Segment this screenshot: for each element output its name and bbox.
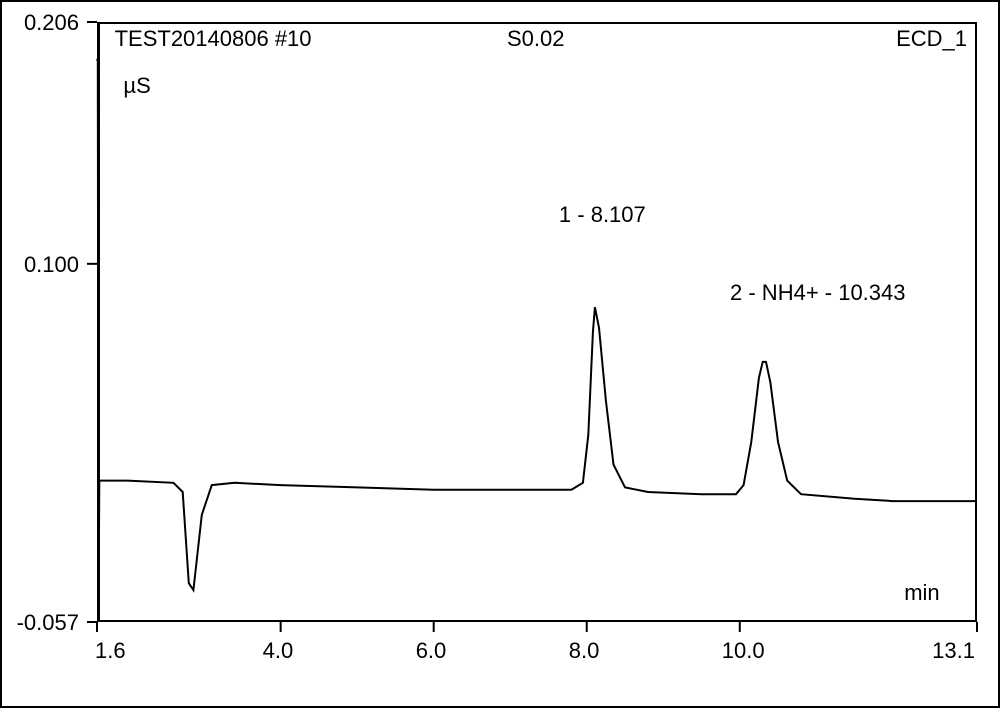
x-tick-label: 4.0 [263,638,294,664]
x-tick-label: 10.0 [722,638,765,664]
peak-label-2: 2 - NH4+ - 10.343 [730,280,905,306]
x-unit-label: min [904,580,939,606]
y-tick-label: 0.206 [24,10,79,36]
header-right: ECD_1 [896,26,967,52]
chromatogram-trace [97,59,977,611]
x-tick-label: 8.0 [569,638,600,664]
x-tick-label: 6.0 [416,638,447,664]
header-center: S0.02 [507,26,565,52]
x-tick-label: 13.1 [932,638,975,664]
peak-label-1: 1 - 8.107 [559,202,646,228]
y-tick-label: -0.057 [17,610,79,636]
y-tick-label: 0.100 [24,252,79,278]
axes-svg [2,2,1000,710]
x-tick-label: 1.6 [95,638,126,664]
y-unit-label: µS [123,73,150,99]
chart-frame: -0.057 0.100 0.206 1.6 4.0 6.0 8.0 10.0 13.1 TEST… [0,0,1000,708]
header-left: TEST20140806 #10 [115,26,312,52]
